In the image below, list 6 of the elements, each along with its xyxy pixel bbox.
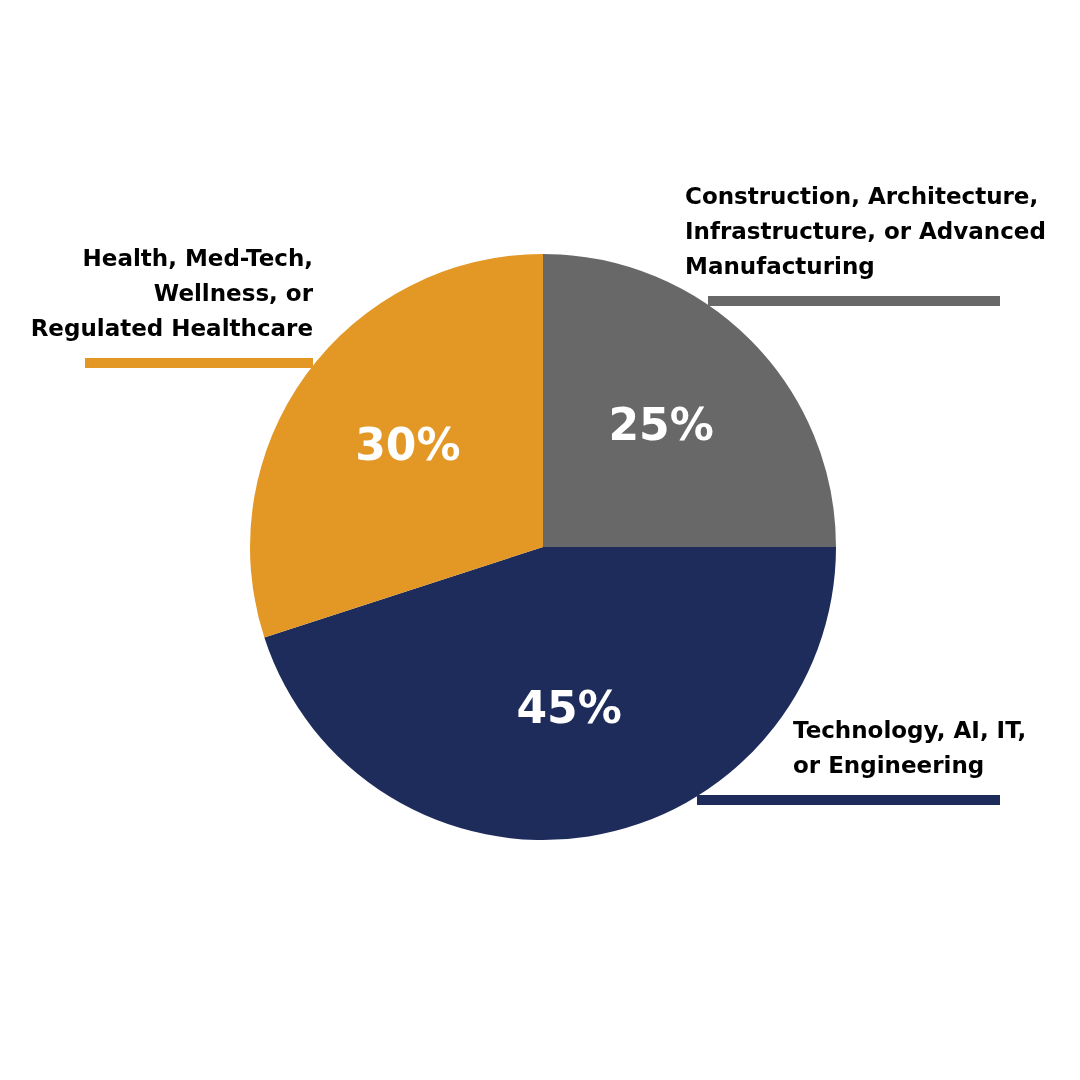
data-label: 25% [608,399,714,451]
slice-label: Construction, Architecture, Infrastructure, or Advanced Manufacturing [685,182,1046,279]
data-label: 45% [516,682,622,734]
slice-label: Health, Med-Tech, Wellness, or Regulated Healthcare [30,244,314,341]
data-label: 30% [355,419,461,471]
slice-label: Technology, AI, IT, or Engineering [793,716,1027,778]
